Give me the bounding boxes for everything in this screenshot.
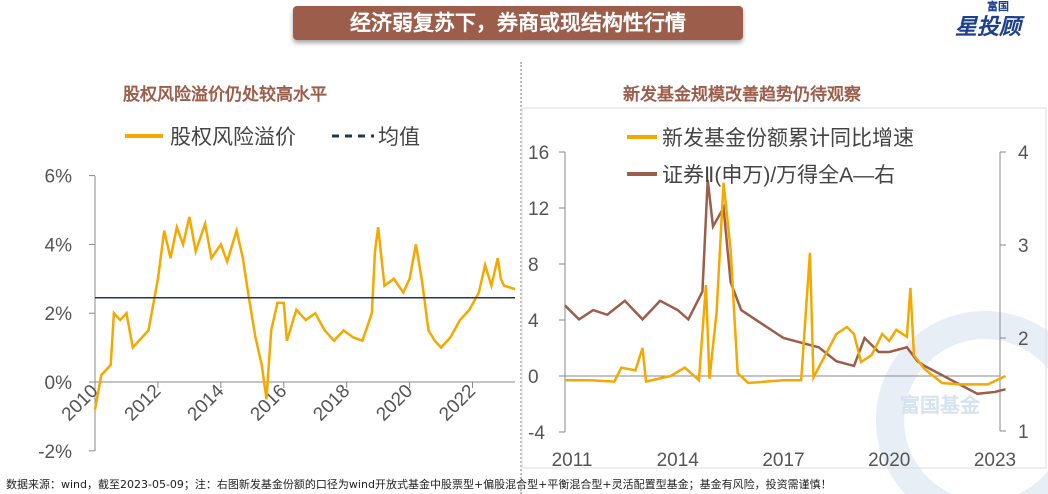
right-left-tick-label: 8 [528,255,539,276]
right-left-tick-label: 0 [528,367,539,388]
right-left-tick-label: -4 [528,423,545,444]
right-right-tick-label: 4 [1018,143,1029,164]
logo-big: 星投顾 [955,15,1022,40]
right-x-tick-label: 2017 [762,450,804,471]
right-right-tick-label: 1 [1018,422,1029,443]
right-chart-title: 新发基金规模改善趋势仍待观察 [623,85,861,105]
left-y-tick-label: 6% [45,167,73,188]
legend-label-mean: 均值 [378,126,420,149]
legend-label-broker: 证券Ⅱ(申万)/万得全A—右 [662,164,895,187]
left-x-tick-label: 2018 [309,381,354,426]
left-x-tick-label: 2020 [372,381,417,426]
banner-title: 经济弱复苏下，券商或现结构性行情 [293,6,743,40]
right-left-tick-label: 16 [528,143,549,164]
left-y-tick-label: 0% [45,373,73,394]
fund-growth-line [564,182,1007,386]
left-chart-title: 股权风险溢价仍处较高水平 [123,85,327,105]
logo-small: 富国 [987,0,1009,13]
divider [520,62,522,494]
right-right-tick-label: 3 [1018,236,1029,257]
left-y-tick-label: 4% [45,235,73,256]
right-x-tick-label: 2020 [868,450,910,471]
watermark: 富国基金 [900,393,981,417]
broker-ratio-line [564,179,1006,396]
left-y-tick-label: 2% [45,304,73,325]
right-x-tick-label: 2011 [552,450,593,471]
legend-label-fund: 新发基金份额累计同比增速 [662,127,914,150]
right-chart-frame [521,107,1047,469]
right-left-tick-label: 4 [528,311,539,332]
left-x-tick-label: 2012 [121,381,166,426]
source-note: 数据来源：wind，截至2023-05-09；注：右图新发基金份额的口径为win… [6,478,832,491]
right-x-tick-label: 2014 [657,450,700,471]
left-x-tick-label: 2016 [247,381,292,426]
left-x-tick-label: 2014 [184,380,229,425]
legend-label-erp: 股权风险溢价 [170,126,296,149]
watermark-ring [876,311,1048,494]
logo: 富国 星投顾 [935,0,1045,46]
right-left-tick-label: 12 [528,199,549,220]
erp-line [93,216,516,410]
right-x-tick-label: 2023 [974,450,1016,471]
right-right-tick-label: 2 [1018,329,1029,350]
left-x-tick-label: 2022 [435,381,480,426]
left-y-tick-label: -2% [38,442,72,463]
